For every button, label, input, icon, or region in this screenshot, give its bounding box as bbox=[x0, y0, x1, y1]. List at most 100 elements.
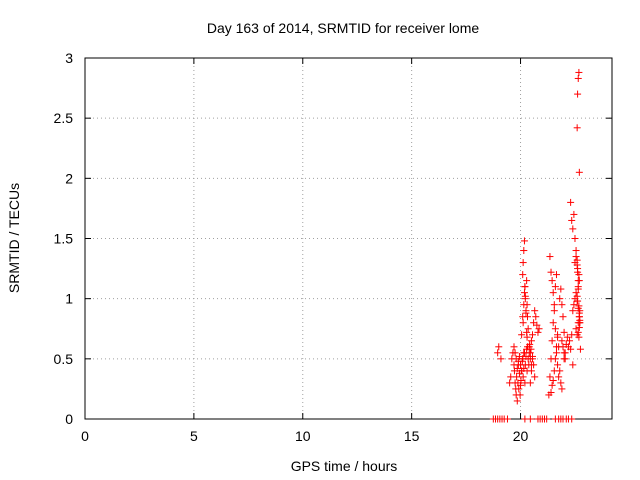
x-tick-label: 0 bbox=[81, 428, 89, 444]
data-point bbox=[511, 349, 519, 357]
data-point bbox=[558, 385, 566, 393]
data-point bbox=[546, 253, 554, 261]
chart-title: Day 163 of 2014, SRMTID for receiver lom… bbox=[207, 20, 480, 36]
data-point bbox=[548, 337, 556, 345]
data-point bbox=[529, 331, 537, 339]
data-point bbox=[495, 343, 503, 351]
data-point bbox=[574, 74, 582, 82]
data-point bbox=[575, 271, 583, 279]
data-point bbox=[549, 376, 557, 384]
data-point bbox=[548, 277, 556, 285]
data-point bbox=[574, 285, 582, 293]
y-tick-label: 1.5 bbox=[54, 231, 74, 247]
data-point bbox=[497, 355, 505, 363]
data-point bbox=[521, 292, 529, 300]
data-point bbox=[575, 277, 583, 285]
data-point bbox=[527, 337, 535, 345]
data-point bbox=[574, 328, 582, 336]
y-tick-label: 0.5 bbox=[54, 351, 74, 367]
data-point bbox=[560, 328, 568, 336]
data-point bbox=[559, 313, 567, 321]
data-point bbox=[559, 343, 567, 351]
data-point bbox=[572, 325, 580, 333]
data-point bbox=[516, 391, 524, 399]
x-tick-label: 20 bbox=[513, 428, 529, 444]
data-point bbox=[552, 271, 560, 279]
data-point bbox=[575, 68, 583, 76]
data-point bbox=[549, 289, 557, 297]
data-point bbox=[520, 289, 528, 297]
data-point bbox=[574, 90, 582, 98]
data-point bbox=[570, 301, 578, 309]
data-point bbox=[569, 361, 577, 369]
data-point bbox=[547, 389, 555, 397]
data-point bbox=[566, 337, 574, 345]
y-tick-label: 2 bbox=[65, 170, 73, 186]
y-tick-label: 1 bbox=[65, 291, 73, 307]
data-point bbox=[572, 247, 580, 255]
data-point bbox=[530, 361, 538, 369]
data-point bbox=[507, 373, 515, 381]
data-point bbox=[557, 379, 565, 387]
data-point bbox=[550, 301, 558, 309]
data-point bbox=[548, 381, 556, 389]
data-point bbox=[561, 355, 569, 363]
data-point bbox=[513, 373, 521, 381]
data-point bbox=[560, 349, 568, 357]
data-point bbox=[517, 361, 525, 369]
data-point bbox=[554, 361, 562, 369]
x-tick-label: 5 bbox=[190, 428, 198, 444]
data-point bbox=[526, 349, 534, 357]
data-point bbox=[520, 247, 528, 255]
data-point bbox=[554, 333, 562, 341]
data-point bbox=[556, 295, 564, 303]
data-point bbox=[572, 289, 580, 297]
data-point bbox=[573, 124, 581, 132]
data-point bbox=[572, 253, 580, 261]
y-axis-label: SRMTID / TECUs bbox=[6, 183, 22, 293]
data-point bbox=[550, 307, 558, 315]
tick-layer: 0 0.5 1 1.5 2 2.5 3 0 5 10 15 20 bbox=[54, 50, 612, 444]
data-point bbox=[569, 225, 577, 233]
data-point bbox=[568, 216, 576, 224]
data-point bbox=[518, 367, 526, 375]
data-point bbox=[515, 385, 523, 393]
data-point bbox=[527, 367, 535, 375]
data-point bbox=[575, 168, 583, 176]
x-tick-label: 10 bbox=[295, 428, 311, 444]
data-point bbox=[510, 343, 518, 351]
data-point bbox=[503, 415, 511, 423]
data-point bbox=[574, 297, 582, 305]
x-axis-label: GPS time / hours bbox=[291, 458, 398, 474]
data-point bbox=[531, 373, 539, 381]
data-point bbox=[518, 331, 526, 339]
data-point bbox=[552, 349, 560, 357]
data-point bbox=[526, 379, 534, 387]
data-point bbox=[568, 415, 576, 423]
data-point bbox=[532, 313, 540, 321]
data-point bbox=[569, 307, 577, 315]
data-point bbox=[547, 268, 555, 276]
data-point bbox=[525, 343, 533, 351]
data-point bbox=[523, 301, 531, 309]
data-point bbox=[543, 415, 551, 423]
data-point bbox=[570, 210, 578, 218]
data-point bbox=[571, 235, 579, 242]
data-point bbox=[563, 333, 571, 341]
data-point bbox=[523, 277, 531, 285]
data-point bbox=[529, 355, 537, 363]
data-point bbox=[524, 325, 532, 333]
data-point bbox=[558, 337, 566, 345]
data-point bbox=[526, 415, 534, 423]
data-point bbox=[524, 313, 532, 321]
points-layer bbox=[489, 68, 584, 423]
data-point bbox=[555, 373, 563, 381]
data-point bbox=[519, 271, 527, 279]
data-point bbox=[557, 285, 565, 293]
y-tick-label: 2.5 bbox=[54, 110, 74, 126]
data-point bbox=[494, 349, 502, 357]
data-point bbox=[575, 309, 583, 317]
data-point bbox=[551, 283, 559, 291]
data-point bbox=[558, 301, 566, 309]
